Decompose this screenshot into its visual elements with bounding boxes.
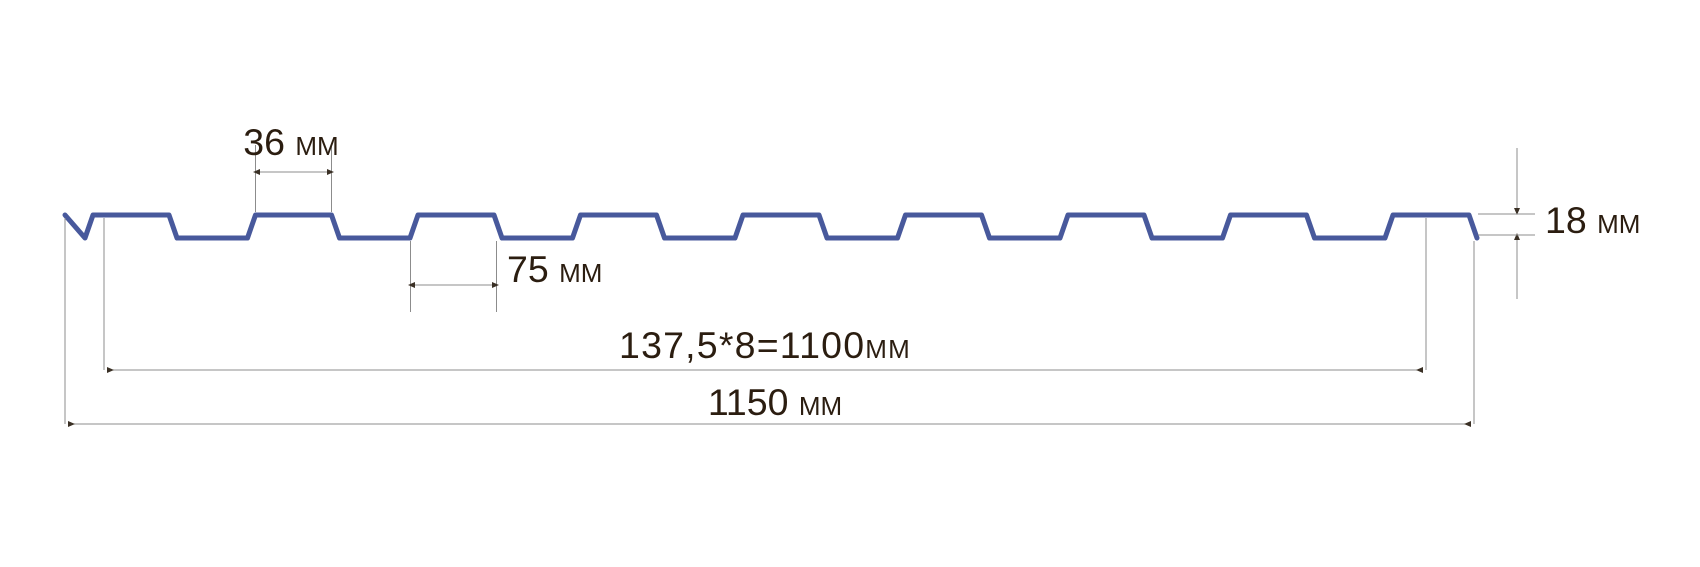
svg-text:137,5*8=1100мм: 137,5*8=1100мм xyxy=(619,324,911,366)
svg-text:1150 мм: 1150 мм xyxy=(708,381,842,423)
svg-text:75 мм: 75 мм xyxy=(507,248,602,290)
svg-text:18 мм: 18 мм xyxy=(1545,199,1640,241)
svg-text:36 мм: 36 мм xyxy=(243,121,338,163)
